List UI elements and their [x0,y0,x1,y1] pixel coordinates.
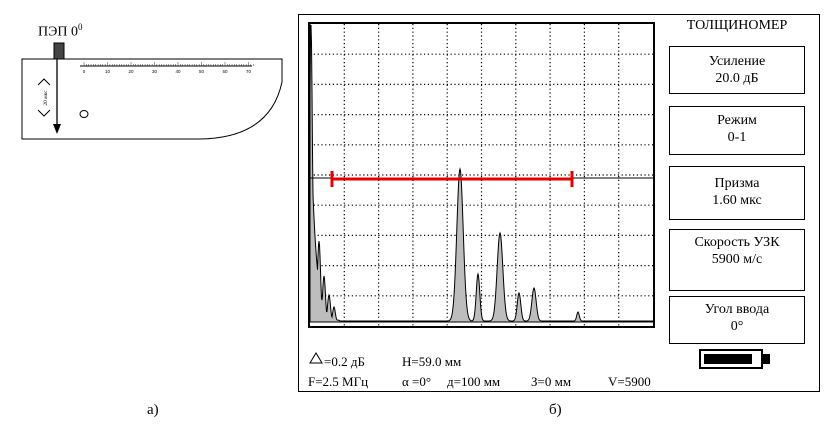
setting-mode-value: 0-1 [727,130,747,145]
probe-label: ПЭП 00 [38,22,83,40]
setting-prism-value: 1.60 мкс [712,193,762,208]
grid [310,24,653,326]
scale-ticks: 0 10 20 30 40 50 60 70 [83,62,254,74]
a-scan-plot [309,24,654,326]
probe-block-diagram: ПЭП 00 0 10 20 30 40 50 60 70 20 мкс а) [0,0,290,427]
setting-speed[interactable]: Скорость УЗК 5900 м/с [669,229,805,291]
setting-mode-name: Режим [717,113,757,128]
test-block-outline [21,58,283,140]
caption-b: б) [549,402,562,418]
device-frame [298,14,820,392]
scale-tick-label: 30 [152,69,158,74]
probe-icon [53,42,65,60]
setting-prism-name: Призма [714,176,760,191]
setting-angle[interactable]: Угол ввода 0° [669,296,805,344]
probe-label-sup: 0 [77,22,83,32]
delta-triangle-icon [309,352,323,364]
setting-gain[interactable]: Усиление 20.0 дБ [669,46,805,94]
depth-label: 20 мкс [43,90,49,106]
status-d: д=100 мм [447,374,501,389]
battery-icon [699,349,763,369]
status-velocity: V=5900 [608,374,651,389]
scale-tick-label: 50 [199,69,205,74]
caption-a: а) [147,402,159,418]
status-frequency: F=2.5 МГц [308,374,369,389]
status-delta-db: =0.2 дБ [324,354,365,369]
flaw-reflector [79,110,89,118]
status-h: H=59.0 мм [402,354,462,369]
chevron-up-icon [37,78,51,86]
echo-signal [309,24,654,323]
test-block-drawing: 0 10 20 30 40 50 60 70 20 мкс [21,42,283,140]
a-scan-screen [308,22,655,328]
setting-speed-value: 5900 м/с [711,252,763,267]
scale-tick-label: 40 [175,69,181,74]
scale-tick-label: 10 [105,69,111,74]
setting-angle-value: 0° [730,319,744,334]
measurement-gate [330,171,574,187]
status-alpha: α =0° [402,374,432,389]
chevron-down-icon [37,109,51,117]
mode-title: ТОЛЩИНОМЕР [686,18,788,33]
setting-gain-value: 20.0 дБ [715,71,759,86]
arrow-head-icon [53,124,61,134]
scale-tick-label: 20 [128,69,134,74]
scale-tick-label: 70 [246,69,252,74]
scale-tick-label: 60 [222,69,228,74]
scale-tick-label: 0 [83,69,86,74]
setting-angle-name: Угол ввода [704,302,770,317]
setting-gain-name: Усиление [708,54,766,69]
battery-tip [763,354,770,364]
battery-level [704,354,752,364]
setting-mode[interactable]: Режим 0-1 [669,106,805,155]
setting-speed-name: Скорость УЗК [694,235,780,250]
status-z: З=0 мм [531,374,572,389]
setting-prism[interactable]: Призма 1.60 мкс [669,166,805,220]
